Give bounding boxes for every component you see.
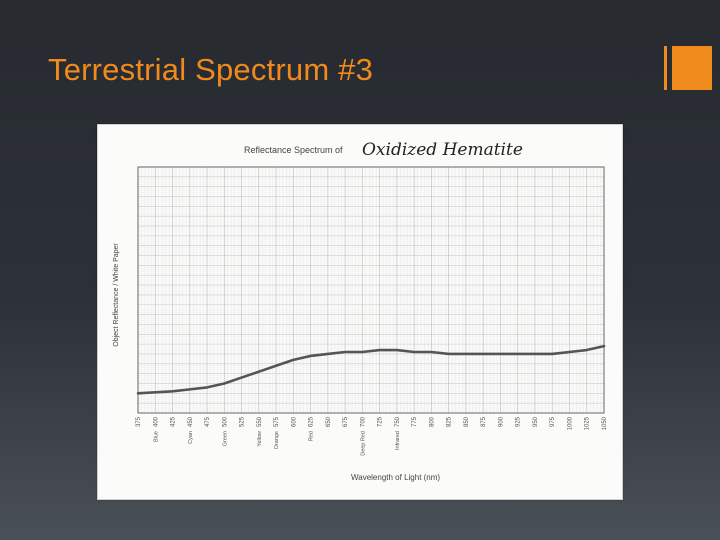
x-tick-label: 500	[222, 416, 228, 427]
data-point	[586, 349, 588, 351]
data-point	[171, 390, 174, 392]
data-point	[413, 351, 415, 353]
x-tick-label: 625	[309, 416, 315, 427]
data-point	[189, 388, 191, 390]
x-tick-label: 750	[395, 416, 401, 427]
x-tick-label: 550	[257, 416, 263, 427]
x-tick-label: 800	[429, 416, 435, 427]
x-tick-label: 400	[153, 416, 159, 427]
data-point	[206, 386, 208, 389]
x-tick-label: 475	[205, 416, 211, 427]
data-point	[482, 353, 484, 355]
y-axis-label: Object Reflectance / White Paper	[113, 243, 120, 347]
data-point	[379, 349, 381, 351]
plot-border	[137, 166, 605, 414]
x-tick-label: 875	[481, 416, 487, 427]
x-tick-label: 1025	[585, 416, 591, 430]
reflectance-chart: Reflectance Spectrum of Oxidized Hematit…	[113, 140, 608, 482]
data-point	[154, 391, 156, 393]
data-point	[327, 353, 329, 355]
color-band-label: Green	[222, 431, 228, 446]
color-band-label: Red	[309, 431, 315, 441]
x-tick-label: 925	[516, 416, 522, 427]
chart-subject: Oxidized Hematite	[362, 140, 523, 160]
x-tick-label: 525	[240, 416, 246, 427]
slide-title: Terrestrial Spectrum #3	[48, 52, 374, 87]
series-line	[136, 344, 606, 395]
color-band-label: Orange	[274, 431, 280, 449]
data-point	[534, 353, 536, 355]
x-tick-label: 1050	[602, 416, 608, 430]
color-band-label: Infrared	[395, 431, 401, 450]
data-point	[465, 353, 467, 355]
x-tick-label: 975	[550, 416, 556, 427]
data-point	[309, 355, 312, 357]
data-point	[551, 353, 553, 355]
color-band-label: Yellow	[257, 431, 263, 447]
data-point	[240, 376, 243, 379]
x-tick-label: 575	[274, 416, 280, 427]
data-point	[344, 351, 346, 353]
data-point	[430, 351, 433, 353]
x-tick-label: 700	[360, 416, 366, 427]
data-point	[361, 351, 363, 353]
color-band-label: Deep Red	[360, 431, 366, 456]
data-point	[448, 353, 450, 355]
x-axis-label: Wavelength of Light (nm)	[351, 473, 440, 482]
chart-marks: 375 400 425 450 475 500 525 550 575 600 625 650 675 7…	[136, 344, 608, 456]
data-point	[258, 371, 260, 373]
x-tick-label: 950	[533, 416, 539, 427]
data-point	[223, 382, 225, 385]
accent-bar-thick	[672, 46, 712, 90]
x-tick-label: 725	[378, 416, 384, 427]
data-point	[396, 349, 398, 351]
x-tick-label: 900	[498, 416, 504, 427]
x-tick-label: 450	[188, 416, 194, 427]
x-tick-label: 600	[291, 416, 297, 427]
color-band-label: Cyan	[188, 431, 194, 444]
x-tick-label: 425	[171, 416, 177, 427]
accent-bar-thin	[664, 46, 667, 90]
chart-grid	[137, 166, 605, 414]
x-tick-label: 375	[136, 416, 142, 427]
data-point	[568, 351, 571, 353]
x-tick-label: 850	[464, 416, 470, 427]
x-tick-label: 1000	[567, 416, 573, 430]
chart-image: Reflectance Spectrum of Oxidized Hematit…	[97, 124, 623, 500]
x-tick-label: 675	[343, 416, 349, 427]
data-point	[603, 345, 605, 347]
data-point	[499, 353, 502, 355]
data-point	[137, 392, 139, 394]
x-tick-label: 775	[412, 416, 418, 427]
data-point	[517, 353, 519, 355]
chart-title: Reflectance Spectrum of	[244, 145, 343, 155]
color-band-label: Blue	[153, 431, 159, 442]
x-tick-label: 825	[447, 416, 453, 427]
x-tick-label: 650	[326, 416, 332, 427]
data-point	[292, 359, 294, 361]
data-point	[275, 365, 277, 367]
